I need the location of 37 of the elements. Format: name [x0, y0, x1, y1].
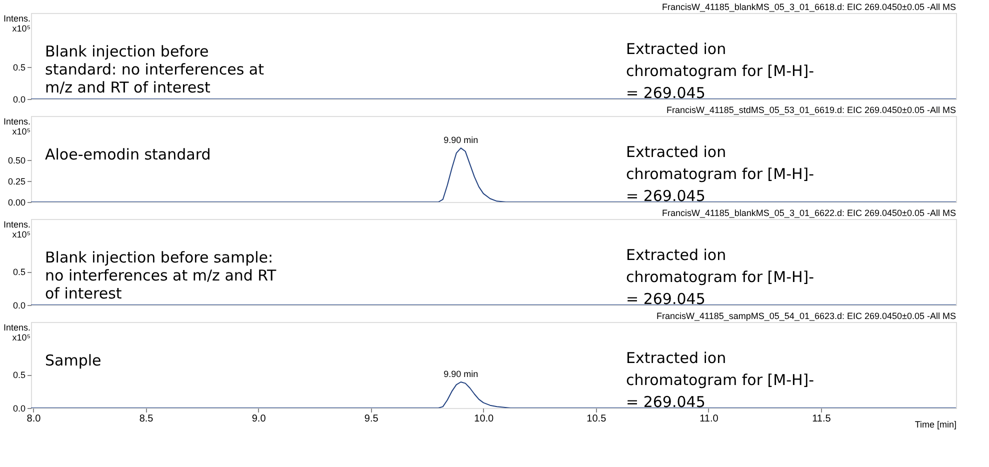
x-tick-label: 8.5	[139, 414, 154, 424]
y-tick-label: 0.25	[8, 176, 26, 186]
annotation: Extracted ion chromatogram for [M-H]- = 269.045	[626, 246, 814, 308]
x-axis-title: Time [min]	[914, 420, 956, 430]
y-tick-label: 0.5	[12, 267, 26, 278]
annotation: 9.90 min	[444, 135, 478, 146]
annotation: Sample	[45, 352, 102, 370]
annotation: Aloe-emodin standard	[45, 146, 211, 164]
y-tick-label: 0.0	[12, 404, 26, 414]
annotation: Blank injection before sample: no interferences at m/z and RT of interest	[45, 248, 278, 303]
y-tick-label: 0.50	[8, 155, 26, 166]
y-axis-title: Intens. x10⁵	[3, 220, 31, 240]
y-tick-label: 0.5	[12, 62, 26, 72]
chart-title: FrancisW_41185_blankMS_05_3_01_6622.d: EIC 269.0450±0.05 -All MS	[662, 208, 956, 218]
annotation: Extracted ion chromatogram for [M-H]- = 269.045	[626, 143, 814, 206]
x-tick-label: 11.5	[812, 414, 832, 424]
chart-title: FrancisW_41185_sampMS_05_54_01_6623.d: EIC 269.0450±0.05 -All MS	[656, 311, 956, 321]
x-tick-label: 9.5	[364, 414, 379, 424]
y-tick-label: 0.0	[12, 300, 26, 310]
x-tick-label: 10.5	[586, 414, 607, 424]
x-tick-label: 8.0	[26, 414, 42, 424]
y-tick-label: 0.5	[12, 370, 26, 380]
x-tick-label: 10.0	[474, 414, 494, 424]
line-series	[31, 148, 956, 202]
y-axis-title: Intens. x10⁵	[3, 116, 31, 136]
annotation: Extracted ion chromatogram for [M-H]- = 269.045	[626, 349, 814, 412]
x-tick-label: 11.0	[700, 414, 719, 424]
annotation: 9.90 min	[444, 369, 478, 379]
x-tick-label: 9.0	[252, 414, 266, 424]
chart-title: FrancisW_41185_stdMS_05_53_01_6619.d: EIC 269.0450±0.05 -All MS	[666, 105, 956, 115]
y-tick-label: 0.00	[8, 198, 26, 208]
chart-title: FrancisW_41185_blankMS_05_3_01_6618.d: EIC 269.0450±0.05 -All MS	[662, 2, 956, 12]
y-tick-label: 0.0	[12, 94, 26, 104]
annotation: Extracted ion chromatogram for [M-H]- = 269.045	[626, 40, 814, 102]
y-axis-title: Intens. x10⁵	[3, 14, 31, 34]
annotation: Blank injection before standard: no interferences at m/z and RT of interest	[45, 42, 264, 97]
y-axis-title: Intens. x10⁵	[3, 322, 31, 342]
